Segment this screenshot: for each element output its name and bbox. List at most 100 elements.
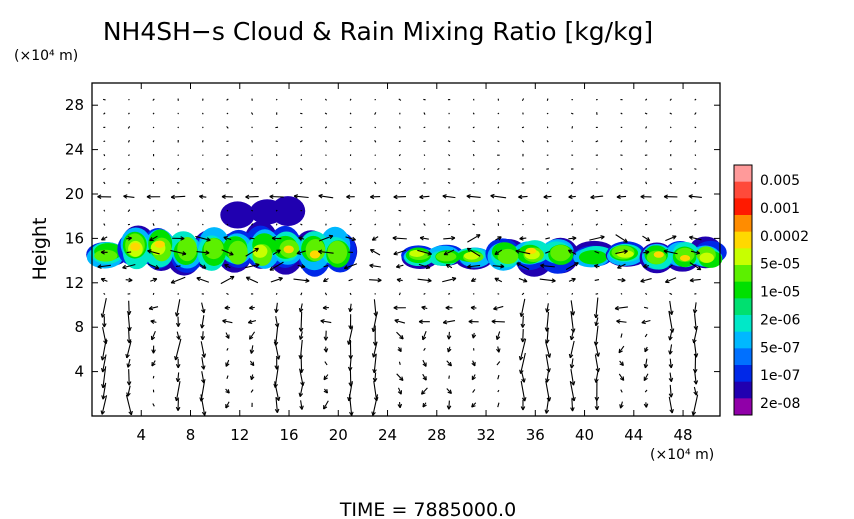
- wind-arrow: [324, 126, 328, 129]
- wind-arrowhead: [318, 249, 323, 255]
- wind-arrow: [417, 249, 432, 255]
- wind-arrow: [127, 209, 131, 213]
- wind-arrow: [472, 389, 476, 393]
- wind-arrow: [101, 395, 108, 415]
- wind-arrow: [617, 279, 626, 281]
- wind-arrowhead: [201, 353, 207, 358]
- wind-arrow: [373, 299, 377, 317]
- wind-arrowhead: [377, 277, 382, 283]
- wind-arrowhead: [323, 389, 329, 394]
- wind-arrowhead: [420, 390, 426, 395]
- wind-arrow: [396, 373, 404, 381]
- wind-arrow: [374, 154, 377, 156]
- wind-arrowhead: [100, 356, 106, 361]
- wind-arrowhead: [593, 341, 599, 346]
- wind-arrow: [323, 400, 329, 410]
- wind-arrow: [494, 249, 503, 255]
- wind-arrowhead: [97, 194, 102, 200]
- wind-arrow: [644, 389, 648, 393]
- wind-arrow: [571, 140, 574, 143]
- wind-arrow: [569, 381, 575, 402]
- wind-arrow: [177, 154, 179, 156]
- y-axis: 4 8 12 16 20 24 28: [65, 96, 720, 381]
- wind-arrow: [571, 126, 574, 129]
- wind-arrow: [494, 277, 503, 283]
- wind-arrowhead: [543, 194, 548, 200]
- wind-arrowhead: [273, 383, 278, 388]
- wind-arrowhead: [275, 396, 281, 402]
- wind-arrowhead: [515, 249, 520, 254]
- wind-arrowhead: [546, 397, 552, 402]
- wind-arrow: [275, 292, 278, 295]
- wind-arrowhead: [125, 353, 130, 359]
- wind-arrowhead: [419, 194, 424, 200]
- wind-arrowhead: [692, 339, 697, 344]
- wind-arrow: [250, 345, 254, 354]
- wind-arrow: [176, 331, 180, 340]
- wind-arrow: [617, 263, 626, 269]
- colorbar-swatch: [734, 348, 752, 366]
- wind-arrow: [348, 278, 353, 282]
- wind-arrow: [103, 181, 106, 185]
- wind-arrow: [447, 181, 451, 184]
- cloud-cell: [497, 248, 519, 265]
- wind-arrow: [349, 112, 352, 115]
- wind-arrowhead: [170, 279, 176, 284]
- wind-arrow: [128, 112, 130, 115]
- wind-arrow: [148, 306, 159, 310]
- wind-arrowhead: [343, 265, 349, 270]
- wind-arrow: [515, 250, 531, 255]
- wind-arrow: [443, 320, 456, 324]
- wind-arrow: [152, 223, 155, 226]
- wind-arrow: [324, 361, 328, 366]
- wind-arrow: [490, 195, 507, 199]
- colorbar-frame: [733, 164, 753, 416]
- wind-arrowhead: [574, 262, 579, 267]
- wind-arrowhead: [519, 236, 524, 241]
- wind-arrowhead: [500, 264, 505, 269]
- cloud-cell: [578, 250, 608, 265]
- wind-arrow: [374, 112, 377, 115]
- wind-arrow: [595, 293, 599, 295]
- wind-arrowhead: [254, 247, 259, 253]
- wind-arrow: [126, 340, 132, 359]
- wind-arrow: [250, 112, 254, 115]
- wind-arrow: [616, 195, 627, 198]
- wind-arrowhead: [570, 328, 576, 333]
- wind-arrow: [220, 275, 235, 285]
- wind-arrowhead: [442, 319, 448, 325]
- wind-arrow: [569, 340, 575, 358]
- wind-arrowhead: [249, 375, 255, 381]
- wind-arrowhead: [545, 378, 550, 383]
- wind-arrow: [318, 235, 334, 242]
- wind-arrowhead: [346, 194, 351, 200]
- wind-arrow: [570, 112, 574, 115]
- wind-arrow: [251, 181, 253, 184]
- wind-arrow: [221, 249, 234, 256]
- wind-arrowhead: [97, 264, 102, 269]
- wind-arrow: [102, 167, 106, 171]
- wind-arrow: [152, 98, 155, 101]
- wind-arrowhead: [225, 362, 230, 367]
- wind-arrow: [693, 341, 697, 358]
- wind-arrowhead: [668, 377, 674, 382]
- wind-arrow: [694, 98, 697, 101]
- wind-arrowhead: [278, 276, 283, 282]
- wind-arrowhead: [149, 236, 154, 242]
- wind-arrow: [127, 126, 131, 129]
- wind-arrow: [175, 265, 181, 268]
- wind-arrowhead: [447, 361, 452, 367]
- wind-arrowhead: [394, 318, 399, 324]
- x-axis: 4 8 12 16 20 24 28 32 36 40 44 48: [136, 83, 693, 444]
- cloud-shading: [86, 196, 727, 277]
- wind-arrowhead: [224, 263, 229, 269]
- wind-arrow: [398, 292, 401, 296]
- wind-arrowhead: [347, 340, 352, 345]
- wind-arrow: [690, 250, 700, 254]
- wind-arrow: [299, 368, 304, 386]
- wind-arrow: [641, 319, 651, 324]
- wind-arrowhead: [370, 194, 375, 200]
- wind-arrowhead: [544, 339, 550, 344]
- wind-arrow: [126, 251, 132, 254]
- wind-arrowhead: [616, 319, 621, 324]
